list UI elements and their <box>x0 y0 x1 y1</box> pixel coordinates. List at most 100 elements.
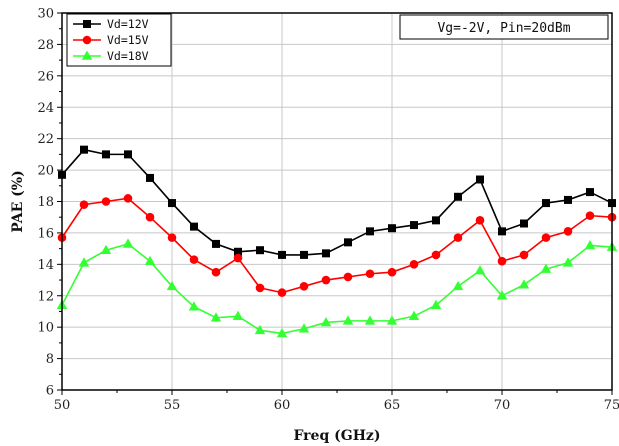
data-point-vd-18v <box>254 324 266 335</box>
y-tick-label: 28 <box>37 38 54 53</box>
data-point-vd-15v <box>563 227 573 236</box>
data-point-vd-12v <box>542 199 550 208</box>
data-point-vd-15v <box>519 250 529 260</box>
data-point-vd-18v <box>100 244 112 254</box>
data-point-vd-15v <box>475 216 485 225</box>
y-tick-label: 30 <box>37 7 54 22</box>
data-point-vd-15v <box>497 256 507 266</box>
data-point-vd-18v <box>430 299 442 309</box>
data-point-vd-15v <box>211 267 221 277</box>
x-tick-label: 75 <box>604 398 619 413</box>
data-point-vd-12v <box>168 199 176 208</box>
data-point-vd-12v <box>300 250 308 259</box>
data-point-vd-12v <box>190 222 198 231</box>
y-tick-label: 16 <box>37 226 54 241</box>
data-point-vd-18v <box>298 323 310 333</box>
data-point-vd-12v <box>432 216 440 225</box>
series-vd-12v <box>58 145 616 259</box>
data-point-vd-12v <box>234 247 242 256</box>
data-point-vd-12v <box>256 246 264 255</box>
data-point-vd-12v <box>366 227 374 236</box>
y-tick-label: 20 <box>37 164 54 179</box>
y-tick-label: 14 <box>37 258 54 273</box>
series-vd-15v <box>57 194 617 297</box>
data-point-vd-18v <box>408 310 420 320</box>
data-point-vd-12v <box>454 192 462 201</box>
data-point-vd-15v <box>255 283 265 293</box>
y-tick-label: 24 <box>37 101 54 116</box>
data-point-vd-15v <box>167 233 177 242</box>
y-axis-title: PAE (%) <box>10 170 26 232</box>
annotation-text: Vg=-2V, Pin=20dBm <box>437 21 570 36</box>
data-point-vd-18v <box>78 257 90 267</box>
data-point-vd-15v <box>453 233 463 242</box>
annotation-frame <box>399 14 609 40</box>
data-point-vd-15v <box>233 253 243 263</box>
data-point-vd-18v <box>342 315 354 325</box>
series-line-vd-12v <box>61 148 613 256</box>
data-point-vd-18v <box>562 257 574 267</box>
data-point-vd-15v <box>277 288 287 297</box>
data-point-vd-12v <box>564 195 572 204</box>
series-line-vd-15v <box>61 197 613 294</box>
legend-label-vd-12v: Vd=12V <box>107 17 149 31</box>
legend-label-vd-15v: Vd=15V <box>107 33 149 47</box>
data-point-vd-18v <box>452 280 464 291</box>
data-point-vd-15v <box>343 272 353 282</box>
y-tick-label: 26 <box>37 69 54 84</box>
legend-marker-vd-12v <box>83 20 91 28</box>
data-point-vd-12v <box>322 249 330 258</box>
data-point-vd-12v <box>410 221 418 230</box>
data-point-vd-18v <box>584 239 596 250</box>
data-point-vd-15v <box>431 250 441 260</box>
data-point-vd-12v <box>212 239 220 248</box>
data-point-vd-18v <box>320 316 332 327</box>
axis-ticks: 50 55 60 65 70 75 6 8 10 12 14 16 18 20 22 24 26 28 30 <box>37 7 619 414</box>
legend-label-vd-18v: Vd=18V <box>107 49 149 63</box>
data-point-vd-15v <box>585 211 595 220</box>
data-point-vd-18v <box>386 315 398 325</box>
series-layer <box>56 145 618 338</box>
data-point-vd-18v <box>166 280 178 291</box>
series-vd-18v <box>56 238 618 338</box>
data-point-vd-15v <box>387 267 397 277</box>
legend-marker-vd-15v <box>82 35 92 45</box>
data-point-vd-18v <box>364 315 376 325</box>
data-point-vd-12v <box>278 250 286 259</box>
data-point-vd-18v <box>232 310 244 320</box>
data-point-vd-18v <box>144 255 156 265</box>
series-line-vd-18v <box>61 243 613 335</box>
data-point-vd-15v <box>321 275 331 285</box>
data-point-vd-12v <box>476 175 484 184</box>
y-tick-label: 18 <box>37 195 54 210</box>
data-point-vd-18v <box>122 238 134 248</box>
data-point-vd-12v <box>498 227 506 236</box>
x-tick-label: 70 <box>494 398 511 413</box>
data-point-vd-12v <box>388 224 396 233</box>
x-tick-label: 50 <box>54 398 71 413</box>
data-point-vd-18v <box>474 265 486 275</box>
grid <box>61 12 613 391</box>
y-tick-label: 22 <box>37 132 54 147</box>
y-tick-label: 6 <box>46 384 54 399</box>
data-point-vd-15v <box>101 197 111 206</box>
data-point-vd-15v <box>299 282 309 291</box>
data-point-vd-18v <box>188 301 200 311</box>
x-axis-title: Freq (GHz) <box>293 428 380 444</box>
data-point-vd-12v <box>586 188 594 197</box>
data-point-vd-12v <box>344 238 352 247</box>
data-point-vd-18v <box>496 290 508 300</box>
data-point-vd-18v <box>540 263 552 273</box>
x-tick-label: 65 <box>384 398 401 413</box>
data-point-vd-15v <box>409 260 419 269</box>
data-point-vd-12v <box>520 219 528 228</box>
legend-marker-vd-18v <box>81 50 93 60</box>
data-point-vd-18v <box>518 279 530 289</box>
y-tick-label: 8 <box>46 352 54 367</box>
annotation-box: Vg=-2V, Pin=20dBm <box>399 14 609 40</box>
data-point-vd-15v <box>145 212 155 222</box>
data-point-vd-15v <box>541 233 551 242</box>
x-tick-label: 55 <box>164 398 181 413</box>
data-point-vd-12v <box>102 150 110 159</box>
